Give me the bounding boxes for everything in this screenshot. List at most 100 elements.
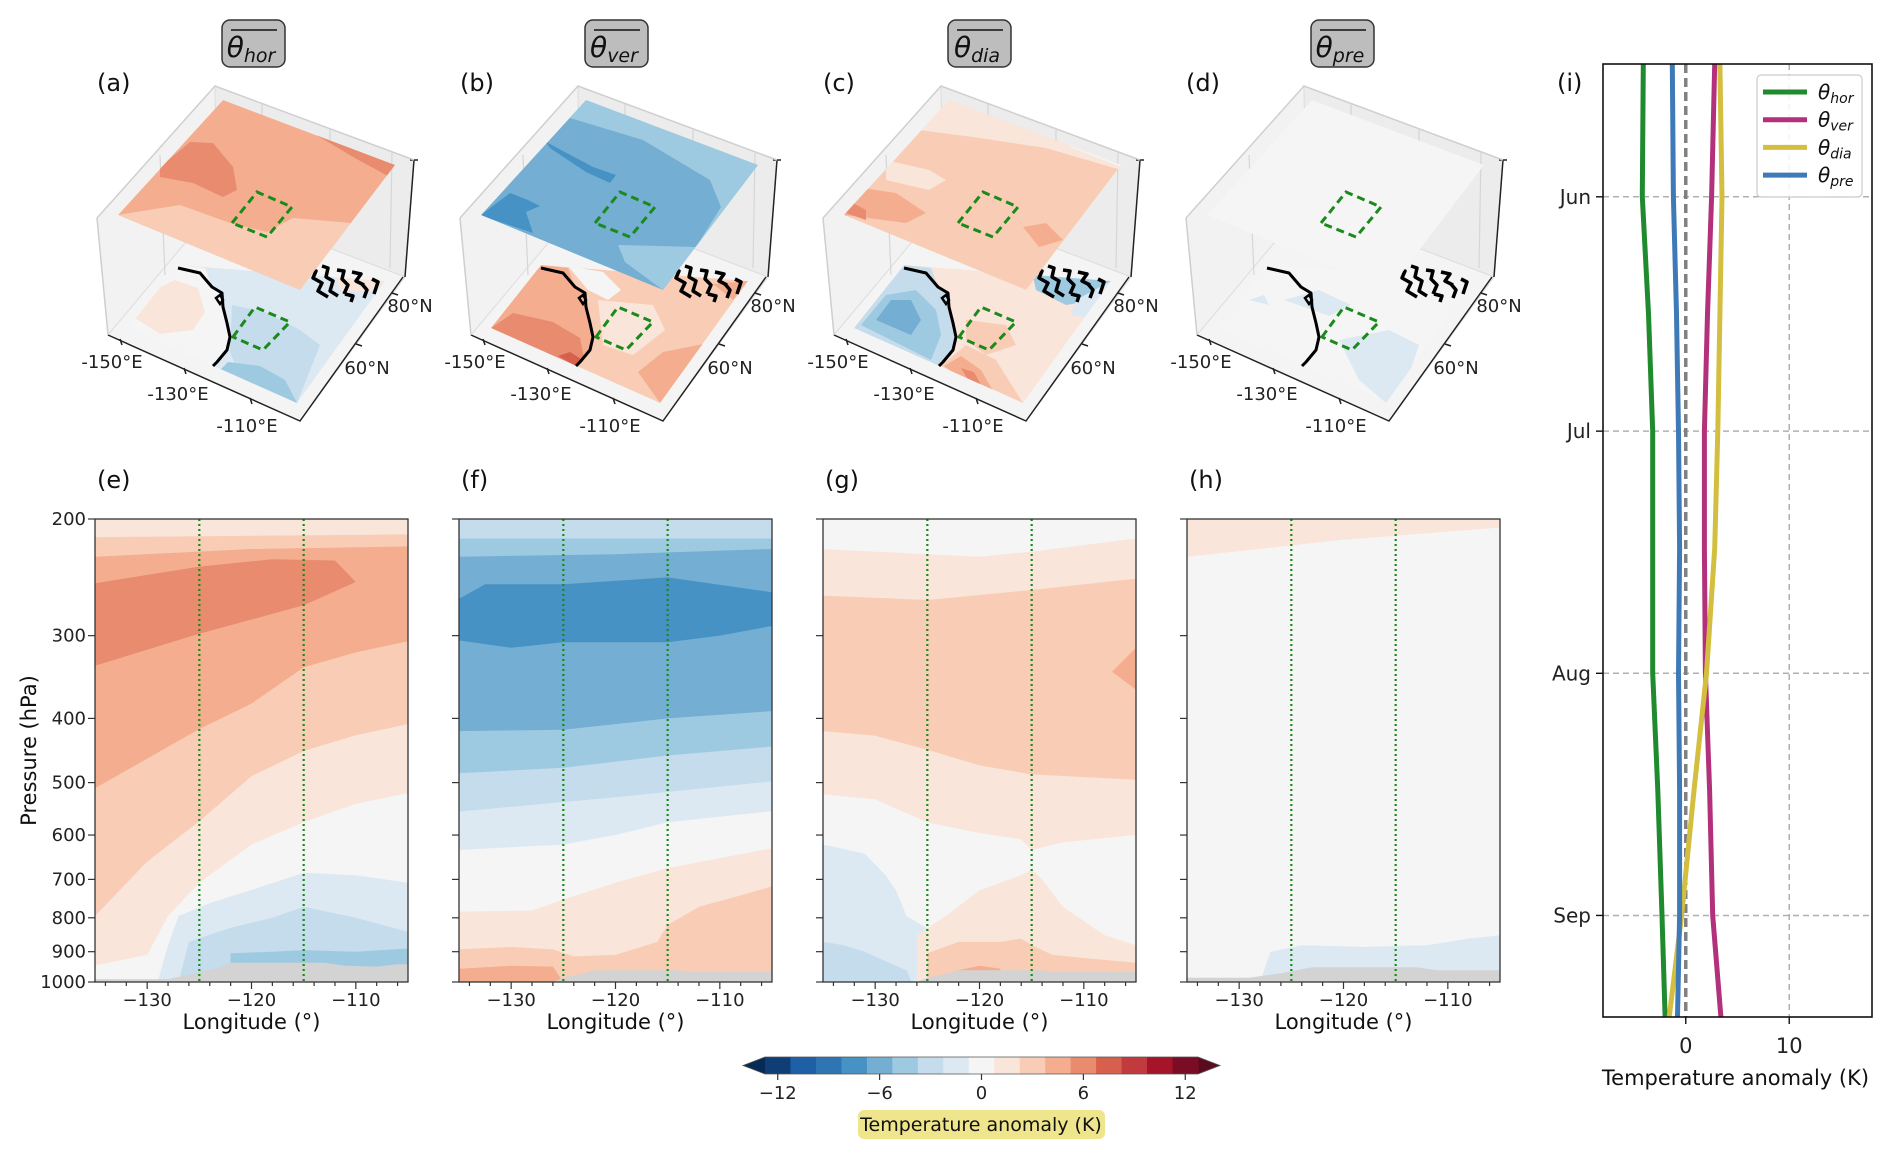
axis-edge: [1196, 276, 1493, 422]
arctic-islands-outline: [336, 268, 350, 295]
lon-tick-label: -130°E: [873, 384, 934, 405]
z-axis-edge: [404, 159, 415, 278]
surface-map-plane: [854, 265, 1111, 403]
plot-area: [1603, 64, 1872, 1017]
terrain-mask: [552, 970, 772, 982]
target-region-box-upper: [1318, 190, 1384, 239]
terrain-mask: [95, 962, 408, 982]
lat-tick: [391, 292, 399, 296]
lat-tick: [1117, 292, 1125, 296]
arctic-islands-outline: [344, 292, 355, 303]
lat-tick-label: 60°N: [344, 358, 389, 379]
upper-level-plane: [118, 100, 395, 290]
lon-tick: [1272, 367, 1276, 375]
axis-edge-back: [1185, 85, 1504, 219]
map-panel-b: -150°E-130°E -110°E 60°N 80°N (b) θver: [444, 19, 796, 437]
panel-label: (i): [1557, 69, 1582, 97]
title-subscript: ver: [607, 45, 639, 67]
axes-frame: [1602, 63, 1873, 1018]
legend-subscript: hor: [1830, 91, 1854, 107]
x-tick-label: −120: [1319, 990, 1368, 1011]
series-line-hor: [1639, 63, 1668, 1018]
month-tick-label: Sep: [1553, 903, 1591, 927]
colorbar-segment: [790, 1057, 817, 1074]
x-tick-label: −120: [591, 990, 640, 1011]
map-panels: -150°E-130°E-110°E60°N80°N(a)θhor-150°E-…: [81, 19, 1522, 437]
arctic-islands-outline: [360, 282, 369, 299]
y-tick-label: 1000: [40, 972, 86, 993]
x-tick-label: 10: [1776, 1034, 1803, 1058]
arctic-islands-outline: [714, 270, 728, 287]
terrain-mask: [916, 970, 1136, 982]
grid-line: [1478, 152, 1482, 269]
axis-edge-back: [822, 85, 1141, 219]
panel-title: θver: [590, 31, 639, 67]
lat-tick-label: 80°N: [750, 296, 795, 317]
lat-tick-label: 60°N: [1433, 358, 1478, 379]
lon-tick: [909, 367, 913, 375]
lon-tick: [119, 338, 123, 346]
legend-subscript: ver: [1830, 119, 1854, 135]
arctic-islands-outline: [1086, 282, 1095, 299]
colorbar-segment: [892, 1057, 919, 1074]
arctic-islands-outline: [684, 264, 702, 298]
arctic-islands-outline: [321, 264, 339, 298]
colorbar-segment: [968, 1057, 995, 1074]
lon-tick: [1338, 397, 1342, 405]
lat-tick-label: 60°N: [707, 358, 752, 379]
terrain-mask: [1187, 967, 1500, 982]
colorbar-extend-min: [743, 1057, 765, 1074]
x-tick-label: 0: [1679, 1034, 1692, 1058]
colorbar-segment: [917, 1057, 944, 1074]
grid-line: [389, 152, 393, 269]
colorbar-segment: [943, 1057, 970, 1074]
contour-fill: [160, 142, 237, 197]
colorbar-segment: [1045, 1057, 1072, 1074]
colorbar: −12 −6 0 6 12 Temperature anomaly (K): [741, 1056, 1222, 1139]
axis-edge-back: [96, 217, 109, 336]
legend-symbol: θ: [1818, 108, 1830, 132]
contour-fill: [558, 352, 581, 366]
y-tick-label: 700: [52, 869, 86, 890]
title-badge: [1310, 19, 1375, 68]
legend-box: [1756, 74, 1863, 198]
contour-fill: [481, 193, 540, 233]
contour-fill: [546, 142, 616, 183]
lon-tick: [482, 338, 486, 346]
lon-tick: [975, 397, 979, 405]
lon-tick-label: -110°E: [216, 416, 277, 437]
x-tick-label: −130: [122, 990, 171, 1011]
lon-tick-label: -110°E: [579, 416, 640, 437]
lat-tick: [1480, 292, 1488, 296]
contour-fill: [896, 100, 1121, 170]
lat-tick: [718, 343, 726, 347]
contour-fill: [1339, 330, 1419, 403]
x-tick-label: −110: [331, 990, 380, 1011]
lat-tick: [1444, 343, 1452, 347]
panel-label: (g): [825, 466, 859, 494]
surface-map-plane: [1217, 265, 1474, 403]
map-panel-a: -150°E-130°E -110°E 60°N 80°N (a) θhor: [81, 19, 433, 437]
axis-edge-back: [459, 85, 778, 219]
contour-fill: [1207, 100, 1484, 290]
title-badge: [584, 19, 649, 68]
x-axis-label: Longitude (°): [546, 1010, 684, 1034]
z-axis-edge: [1493, 159, 1504, 278]
panel-label: (d): [1186, 69, 1220, 97]
cross-section-h: −130 −120 −110 Longitude (°) (h): [1180, 466, 1501, 1034]
lon-tick-label: -150°E: [1170, 352, 1231, 373]
panel-label: (f): [461, 466, 488, 494]
panel-label: (e): [97, 466, 131, 494]
target-region-box-upper: [955, 190, 1021, 239]
arctic-islands-outline: [723, 282, 732, 299]
legend-entry: θdia: [1818, 135, 1852, 162]
colorbar-tick-label: −12: [759, 1083, 797, 1104]
colorbar-segment: [1096, 1057, 1123, 1074]
cross-section-g: −130 −120 −110 Longitude (°) (g): [816, 466, 1137, 1034]
map-panel-c: -150°E-130°E -110°E 60°N 80°N (c) θdia: [807, 19, 1159, 437]
contour-fill: [118, 205, 351, 290]
axis-edge-back: [96, 85, 415, 219]
title-subscript: pre: [1332, 45, 1365, 67]
y-tick-label: 200: [52, 509, 86, 530]
